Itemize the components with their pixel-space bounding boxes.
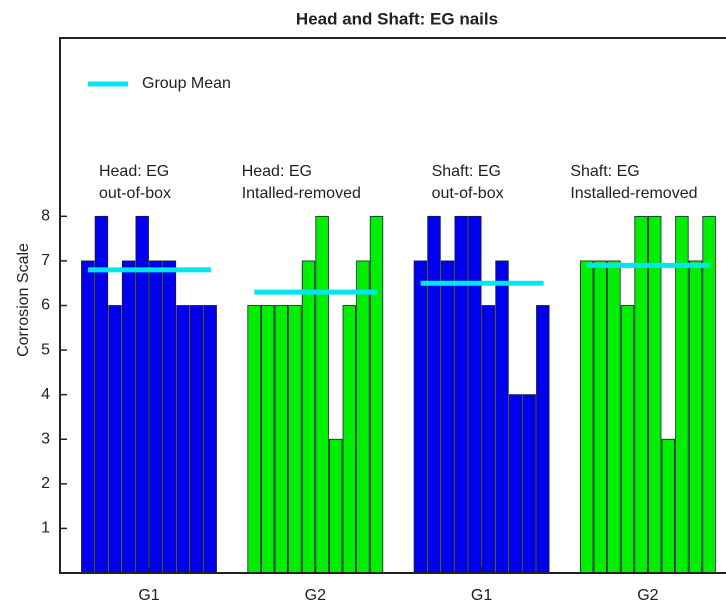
- bar: [427, 215, 441, 574]
- y-tick-label: 7: [41, 252, 50, 269]
- bar: [203, 305, 217, 574]
- bar: [648, 215, 662, 574]
- annotation: Shaft: EG: [570, 163, 639, 180]
- bar: [702, 215, 716, 574]
- bar: [288, 305, 302, 574]
- bar: [593, 260, 608, 574]
- y-tick-label: 2: [41, 475, 50, 492]
- bar: [468, 215, 482, 574]
- bar: [495, 260, 509, 574]
- bar: [508, 394, 523, 574]
- y-tick-label: 3: [41, 430, 50, 447]
- y-tick-label: 1: [41, 520, 50, 537]
- bar: [260, 305, 275, 574]
- annotation: out-of-box: [432, 185, 504, 202]
- bar: [121, 260, 136, 574]
- bar: [536, 305, 550, 574]
- annotation: out-of-box: [99, 185, 171, 202]
- bar: [620, 305, 635, 574]
- bar: [162, 260, 177, 574]
- bar: [607, 260, 621, 574]
- annotation: Intalled-removed: [242, 185, 361, 202]
- x-tick-label: G1: [471, 587, 492, 604]
- y-axis-label: Corrosion Scale: [15, 243, 32, 357]
- annotation: Installed-removed: [570, 185, 697, 202]
- bar: [440, 260, 455, 574]
- bar: [149, 260, 163, 574]
- bar: [481, 305, 496, 574]
- annotation: Head: EG: [99, 163, 169, 180]
- annotation: Shaft: EG: [432, 163, 501, 180]
- y-tick-label: 8: [41, 208, 50, 225]
- bar: [176, 305, 190, 574]
- chart-title: Head and Shaft: EG nails: [296, 9, 498, 28]
- bar: [661, 438, 676, 574]
- bar: [634, 215, 648, 574]
- y-tick-label: 4: [41, 386, 50, 403]
- bar: [342, 305, 357, 574]
- bar: [688, 260, 703, 574]
- bar: [413, 260, 428, 574]
- bar: [108, 305, 122, 574]
- bar: [369, 215, 384, 574]
- bar: [274, 305, 289, 574]
- y-tick-label: 6: [41, 297, 50, 314]
- bar: [522, 394, 536, 574]
- bar: [580, 260, 594, 574]
- x-tick-label: G2: [305, 587, 326, 604]
- y-tick-label: 5: [41, 341, 50, 358]
- bar: [247, 305, 261, 574]
- annotation: Head: EG: [242, 163, 312, 180]
- x-tick-label: G1: [138, 587, 159, 604]
- legend-label: Group Mean: [142, 75, 231, 92]
- bar: [315, 215, 329, 574]
- bar: [356, 260, 370, 574]
- x-tick-label: G2: [637, 587, 658, 604]
- plot-frame: [59, 37, 726, 574]
- bar: [81, 260, 95, 574]
- bar: [189, 305, 204, 574]
- bar: [301, 260, 316, 574]
- bar: [675, 215, 689, 574]
- bar: [454, 215, 468, 574]
- bar: [328, 438, 343, 574]
